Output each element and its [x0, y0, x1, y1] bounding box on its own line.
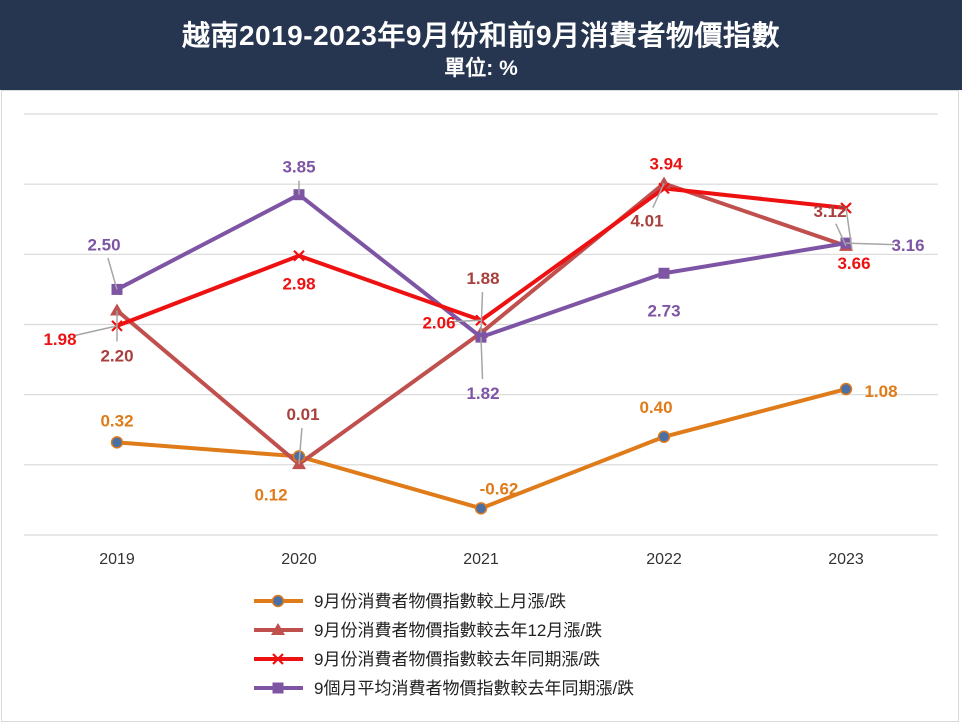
- data-point-marker: [840, 202, 852, 214]
- chart-header: 越南2019-2023年9月份和前9月消費者物價指數 單位: %: [0, 0, 962, 90]
- data-point-marker: [110, 303, 124, 316]
- data-label: 1.08: [864, 382, 897, 401]
- leader-line: [73, 325, 118, 337]
- data-point-marker: [271, 623, 285, 635]
- leader-line: [298, 428, 303, 465]
- data-label: 0.32: [100, 411, 133, 430]
- x-tick-label: 2023: [828, 551, 864, 568]
- chart-subtitle: 單位: %: [444, 57, 518, 80]
- leader-line: [480, 337, 484, 380]
- data-point-marker: [839, 382, 853, 396]
- data-label: 1.88: [466, 269, 499, 288]
- leader-line: [480, 291, 484, 333]
- data-point-marker: [110, 436, 124, 449]
- data-point-marker: [271, 594, 285, 608]
- x-tick-label: 2019: [99, 551, 135, 568]
- data-label: 3.16: [891, 236, 924, 255]
- data-label: -0.62: [480, 479, 519, 498]
- data-labels: 0.32 0.12 -0.62 0.40 1.08 2.20 0.01 1.88 4.01 3.1…: [43, 154, 924, 504]
- data-label: 3.12: [813, 202, 846, 221]
- data-label: 0.12: [254, 485, 287, 504]
- legend: 9月份消費者物價指數較上月漲/跌 9月份消費者物價指數較去年12月漲/跌 9月份消費…: [254, 592, 634, 698]
- data-point-marker: [657, 430, 671, 444]
- legend-label: 9月份消費者物價指數較去年12月漲/跌: [314, 621, 602, 640]
- data-label: 2.20: [100, 346, 133, 365]
- leader-line: [107, 257, 118, 290]
- x-tick-label: 2020: [281, 551, 317, 568]
- data-label: 2.50: [87, 235, 120, 254]
- chart-title: 越南2019-2023年9月份和前9月消費者物價指數: [181, 20, 781, 51]
- data-label: 2.73: [647, 301, 680, 320]
- data-label: 3.85: [282, 158, 315, 177]
- x-tick-label: 2021: [463, 551, 499, 568]
- leader-line: [652, 183, 665, 209]
- data-label: 0.01: [286, 405, 319, 424]
- legend-label: 9個月平均消費者物價指數較去年同期漲/跌: [314, 679, 634, 698]
- label-leader-lines: [73, 180, 895, 465]
- leader-line: [845, 207, 853, 250]
- x-axis-ticks: 2019 2020 2021 2022 2023: [99, 551, 864, 568]
- data-point-marker: [658, 267, 670, 279]
- data-label: 3.94: [649, 154, 683, 173]
- data-point-marker: [474, 502, 488, 515]
- leader-line: [452, 319, 482, 323]
- data-point-marker: [293, 249, 305, 262]
- data-label: 0.40: [639, 398, 672, 417]
- chart-frame: [1, 90, 959, 722]
- x-tick-label: 2022: [646, 551, 682, 568]
- data-label: 2.98: [282, 275, 315, 294]
- data-label: 2.06: [422, 313, 455, 332]
- data-point-marker: [657, 176, 671, 189]
- leader-line: [845, 242, 895, 246]
- data-label: 3.66: [837, 254, 870, 273]
- data-label: 4.01: [630, 211, 663, 230]
- data-point-marker: [272, 682, 284, 694]
- leader-line: [835, 223, 847, 247]
- data-label: 1.98: [43, 330, 76, 349]
- data-point-marker: [272, 653, 284, 665]
- legend-label: 9月份消費者物價指數較去年同期漲/跌: [314, 650, 600, 669]
- data-label: 1.82: [466, 384, 499, 403]
- legend-label: 9月份消費者物價指數較上月漲/跌: [314, 592, 566, 611]
